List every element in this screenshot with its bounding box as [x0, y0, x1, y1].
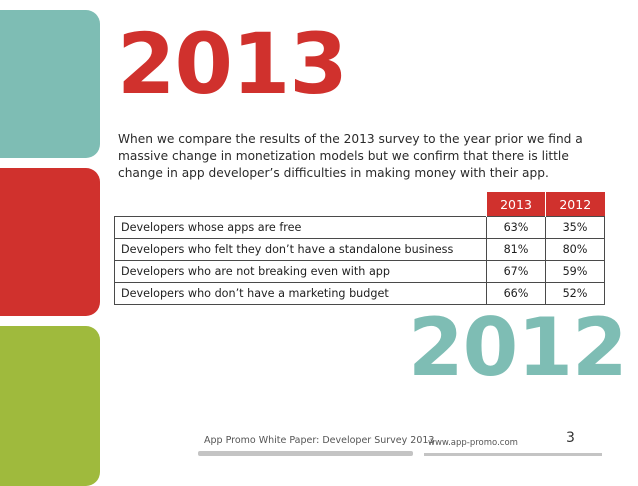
footer-url-link[interactable]: www.app-promo.com [428, 438, 518, 448]
table-header-row: 2013 2012 [115, 192, 605, 217]
footer-title: App Promo White Paper: Developer Survey … [204, 435, 435, 446]
value-2012: 52% [545, 282, 605, 305]
footer-divider-right [424, 453, 602, 456]
table-row: Developers who don’t have a marketing bu… [114, 282, 605, 305]
secondary-year-2012: 2012 [408, 301, 628, 394]
table-header-blank [115, 192, 487, 217]
decorative-red-block [0, 168, 100, 316]
value-2012: 35% [545, 216, 605, 239]
row-label: Developers who are not breaking even wit… [114, 260, 487, 283]
table-row: Developers who felt they don’t have a st… [114, 238, 605, 261]
table-row: Developers who are not breaking even wit… [114, 260, 605, 283]
value-2013: 81% [486, 238, 546, 261]
decorative-green-block [0, 326, 100, 486]
row-label: Developers who felt they don’t have a st… [114, 238, 487, 261]
decorative-teal-block [0, 10, 100, 158]
headline-year-2013: 2013 [117, 15, 348, 113]
column-header-2013: 2013 [486, 192, 546, 217]
value-2012: 80% [545, 238, 605, 261]
row-label: Developers whose apps are free [114, 216, 487, 239]
value-2013: 63% [486, 216, 546, 239]
footer-divider-left [198, 451, 413, 456]
comparison-table: 2013 2012 Developers whose apps are free… [114, 192, 605, 305]
intro-paragraph: When we compare the results of the 2013 … [118, 132, 583, 180]
row-label: Developers who don’t have a marketing bu… [114, 282, 487, 305]
value-2012: 59% [545, 260, 605, 283]
column-header-2012: 2012 [545, 192, 605, 217]
value-2013: 67% [486, 260, 546, 283]
page-number: 3 [566, 430, 575, 446]
table-row: Developers whose apps are free 63% 35% [114, 216, 605, 239]
